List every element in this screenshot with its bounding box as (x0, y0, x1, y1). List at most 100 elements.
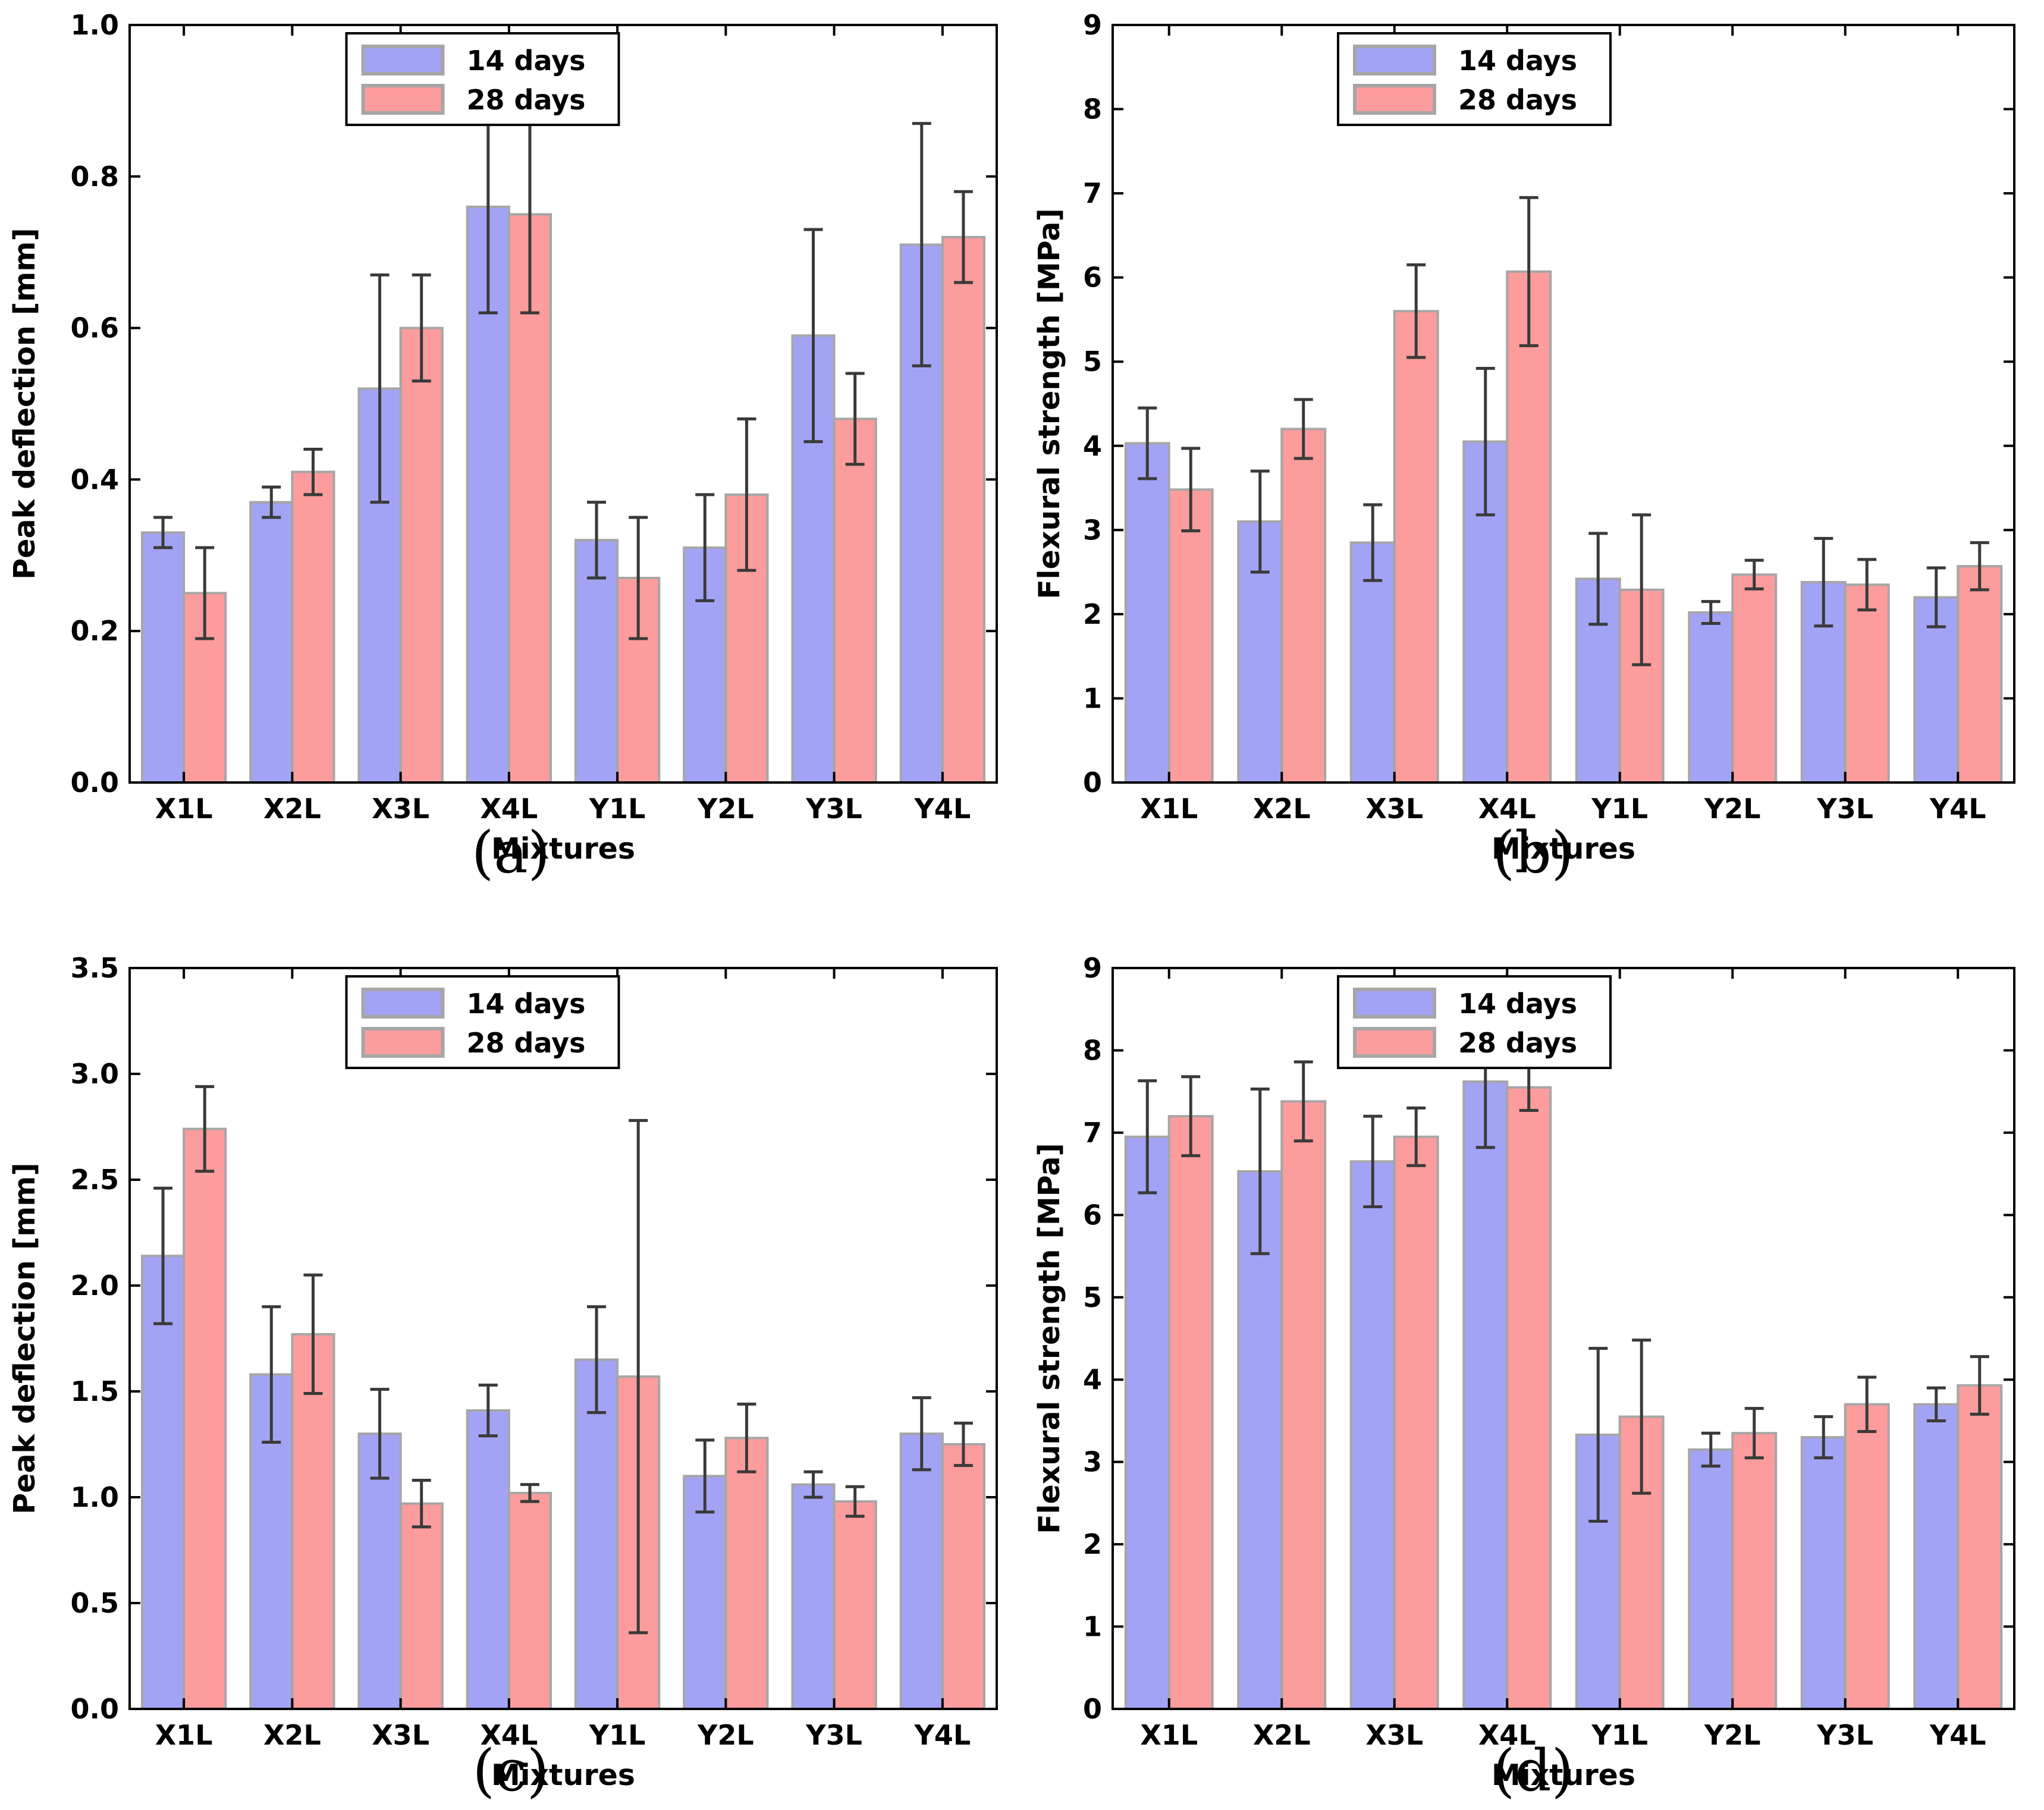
y-tick-label: 0.0 (71, 766, 120, 799)
error-bar-a-14days-Y3L (803, 228, 823, 444)
bar-c-28days-Y2L (724, 1437, 769, 1710)
bar-a-28days-X3L (399, 326, 444, 784)
x-tick-label: Y4L (914, 1719, 971, 1751)
error-bar-a-14days-X3L (370, 273, 390, 504)
chart-b-canvas: 0 1 2 3 4 5 6 7 8 9 X1L X2L X3L X4L Y1L Y2L Y3L Y4L Mixtur… (1032, 9, 2015, 866)
error-bar-c-28days-X3L (412, 1479, 431, 1529)
chart-c-caption: (c) (472, 1737, 550, 1804)
x-tick-label: X3L (1365, 793, 1423, 825)
x-axis-label-b: Mixtures (1492, 832, 1635, 866)
error-bar-a-28days-Y3L (845, 372, 865, 466)
x-tick-label: X2L (1253, 793, 1311, 825)
error-bar-c-28days-X2L (303, 1273, 323, 1396)
chart-a-canvas: 0.0 0.2 0.4 0.6 0.8 1.0 X1L X2L X3L X4L Y1L Y2L Y3L Y… (8, 9, 998, 866)
x-tick-label: X1L (155, 793, 213, 825)
legend-swatch-14days (1353, 988, 1436, 1019)
x-tick-label: Y2L (1704, 1719, 1761, 1751)
error-bar-c-14days-X4L (478, 1383, 498, 1438)
bar-b-28days-Y4L (1957, 565, 2003, 784)
error-bar-c-14days-X3L (370, 1387, 390, 1480)
bar-d-14days-Y4L (1913, 1403, 1960, 1710)
error-bar-b-14days-Y2L (1701, 600, 1720, 625)
y-tick-label: 4 (1083, 430, 1102, 462)
y-tick-label: 1.5 (71, 1375, 120, 1407)
bar-d-14days-X4L (1462, 1080, 1509, 1710)
x-tick-label: Y2L (697, 1719, 754, 1751)
bar-b-14days-Y2L (1688, 611, 1734, 784)
error-bar-c-14days-Y2L (695, 1438, 715, 1514)
y-tick-label: 0.8 (71, 161, 120, 193)
error-bar-b-28days-X4L (1519, 196, 1539, 347)
chart-d: (d) 0 1 2 3 4 5 6 7 8 9 X1L X2L X3L X4L Y1L Y2L Y3L Y4L Mi… (1022, 905, 2044, 1810)
error-bar-b-14days-X3L (1363, 503, 1383, 582)
legend-swatch-28days (1353, 1027, 1436, 1058)
bar-d-14days-Y3L (1800, 1436, 1847, 1711)
error-bar-c-28days-Y2L (737, 1402, 756, 1473)
y-tick-label: 3 (1083, 514, 1102, 546)
x-tick-label: Y3L (805, 1719, 862, 1751)
bar-b-28days-X1L (1167, 488, 1214, 784)
y-tick-label: 7 (1083, 1117, 1102, 1149)
x-axis-label-d: Mixtures (1492, 1758, 1635, 1792)
bar-c-28days-X3L (399, 1502, 444, 1710)
bar-d-14days-X2L (1237, 1170, 1283, 1710)
bar-c-28days-X1L (183, 1127, 227, 1710)
x-tick-label: Y1L (1591, 793, 1648, 825)
chart-c: (c) 0.0 0.5 1.0 1.5 2.0 2.5 3.0 3.5 X1L X2L X3L X4L… (0, 905, 1022, 1810)
bar-b-14days-X3L (1349, 541, 1396, 784)
x-tick-label: X4L (1478, 1719, 1536, 1751)
error-bar-b-14days-Y3L (1814, 536, 1833, 628)
chart-b: (b) 0 1 2 3 4 5 6 7 8 9 X1L X2L X3L X4L Y1L Y2L Y3L Y4L Mi… (1022, 0, 2044, 905)
x-tick-label: X2L (263, 793, 321, 825)
bar-c-14days-Y2L (683, 1475, 727, 1711)
y-tick-label: 7 (1083, 177, 1102, 209)
x-axis-label-a: Mixtures (491, 832, 635, 866)
error-bar-b-14days-X4L (1475, 367, 1495, 517)
bar-c-14days-Y4L (899, 1432, 944, 1710)
error-bar-d-14days-Y4L (1926, 1386, 1946, 1422)
y-tick-label: 1.0 (71, 9, 120, 41)
y-tick-label: 1.0 (71, 1481, 120, 1513)
error-bar-b-28days-X2L (1293, 398, 1313, 460)
y-tick-label: 3 (1083, 1446, 1102, 1478)
y-tick-label: 8 (1083, 93, 1102, 125)
bar-b-14days-X1L (1124, 442, 1170, 784)
bar-d-28days-X4L (1506, 1086, 1552, 1711)
bar-b-28days-Y3L (1844, 583, 1890, 784)
bar-d-28days-X2L (1280, 1100, 1327, 1710)
legend-swatch-28days (1353, 84, 1436, 115)
x-tick-label: Y4L (1929, 1719, 1986, 1751)
y-tick-label: 0.5 (71, 1587, 120, 1619)
legend-swatch-14days (361, 988, 445, 1019)
error-bar-c-28days-X1L (195, 1085, 215, 1173)
error-bar-d-28days-Y4L (1970, 1355, 1989, 1416)
y-tick-label: 0.6 (71, 312, 120, 344)
error-bar-c-14days-X1L (153, 1186, 173, 1325)
axes-frame-b (1112, 24, 2015, 784)
error-bar-a-14days-Y2L (695, 493, 715, 602)
bar-c-28days-Y4L (941, 1443, 986, 1710)
x-tick-label: X3L (1365, 1719, 1423, 1751)
y-tick-label: 9 (1083, 9, 1102, 41)
y-tick-label: 0.4 (71, 463, 120, 495)
legend-label: 14 days (1458, 988, 1577, 1020)
error-bar-b-14days-Y4L (1926, 566, 1946, 629)
error-bar-a-28days-Y4L (953, 190, 973, 284)
x-tick-label: X3L (372, 793, 429, 825)
error-bar-c-14days-Y4L (912, 1396, 931, 1472)
y-tick-label: 2.0 (71, 1269, 120, 1302)
bar-b-28days-X2L (1280, 428, 1327, 784)
chart-d-canvas: 0 1 2 3 4 5 6 7 8 9 X1L X2L X3L X4L Y1L Y2L Y3L Y4L Mixtur… (1032, 952, 2015, 1792)
error-bar-b-28days-X1L (1181, 447, 1201, 533)
chart-b-caption: (b) (1492, 819, 1574, 886)
legend-c: 14 days 28 days (345, 975, 620, 1069)
legend-swatch-28days (361, 1027, 445, 1058)
bar-d-14days-X3L (1349, 1160, 1396, 1711)
legend-swatch-14days (1353, 45, 1436, 76)
bar-a-28days-Y4L (941, 235, 986, 784)
y-tick-label: 9 (1083, 952, 1102, 984)
error-bar-d-14days-Y3L (1814, 1415, 1833, 1460)
x-tick-label: X4L (480, 793, 538, 825)
y-tick-label: 1 (1083, 682, 1102, 714)
x-tick-label: X1L (1140, 1719, 1198, 1751)
